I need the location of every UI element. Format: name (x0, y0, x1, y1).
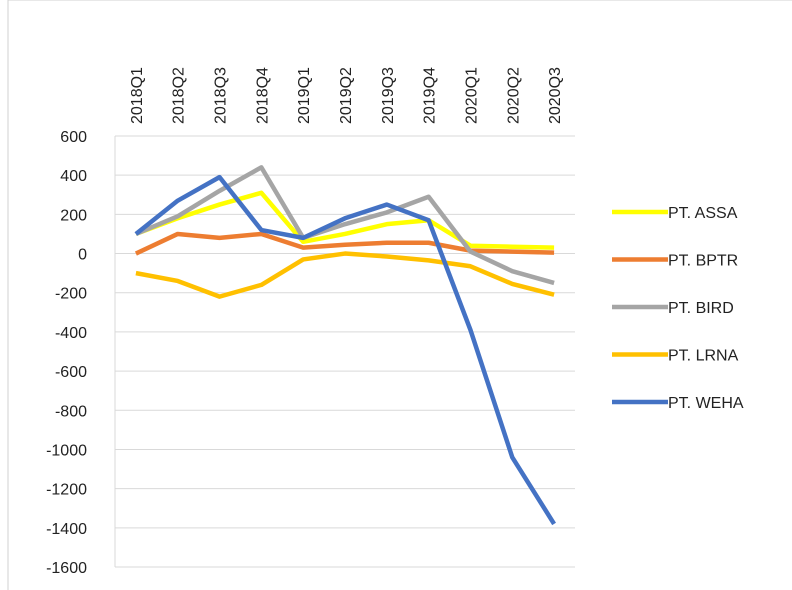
legend-label: PT. BIRD (668, 300, 734, 317)
y-tick-label: -1400 (46, 521, 87, 538)
y-tick-label: 600 (60, 129, 87, 146)
series-line (135, 190, 555, 250)
x-tick-label: 2018Q4 (254, 67, 271, 124)
x-tick-label: 2020Q1 (463, 67, 480, 124)
y-tick-label: -400 (55, 325, 87, 342)
y-tick-label: -800 (55, 403, 87, 420)
x-tick-label: 2018Q2 (171, 67, 188, 124)
series-line (134, 231, 555, 256)
x-tick-label: 2018Q3 (213, 67, 230, 124)
y-tick-label: 0 (78, 247, 87, 264)
legend-label: PT. BPTR (668, 253, 738, 270)
x-tick-label: 2019Q3 (380, 67, 397, 124)
y-tick-label: -200 (55, 286, 87, 303)
series-line (135, 251, 555, 299)
y-tick-label: -1200 (46, 482, 87, 499)
y-tick-label: -1600 (46, 560, 87, 577)
x-tick-label: 2019Q4 (422, 67, 439, 124)
legend-label: PT. WEHA (668, 395, 744, 412)
legend-label: PT. LRNA (668, 348, 739, 365)
y-tick-label: -1000 (46, 442, 87, 459)
legend-label: PT. ASSA (668, 205, 738, 222)
y-tick-label: -600 (55, 364, 87, 381)
x-tick-label: 2019Q1 (296, 67, 313, 124)
series-line (134, 174, 556, 526)
series-line (135, 165, 555, 286)
x-tick-label: 2019Q2 (338, 67, 355, 124)
chart-border (7, 0, 792, 590)
x-tick-label: 2018Q1 (129, 67, 146, 124)
x-tick-label: 2020Q2 (505, 67, 522, 124)
y-tick-label: 200 (60, 207, 87, 224)
y-tick-label: 400 (60, 168, 87, 185)
x-tick-label: 2020Q3 (547, 67, 564, 124)
